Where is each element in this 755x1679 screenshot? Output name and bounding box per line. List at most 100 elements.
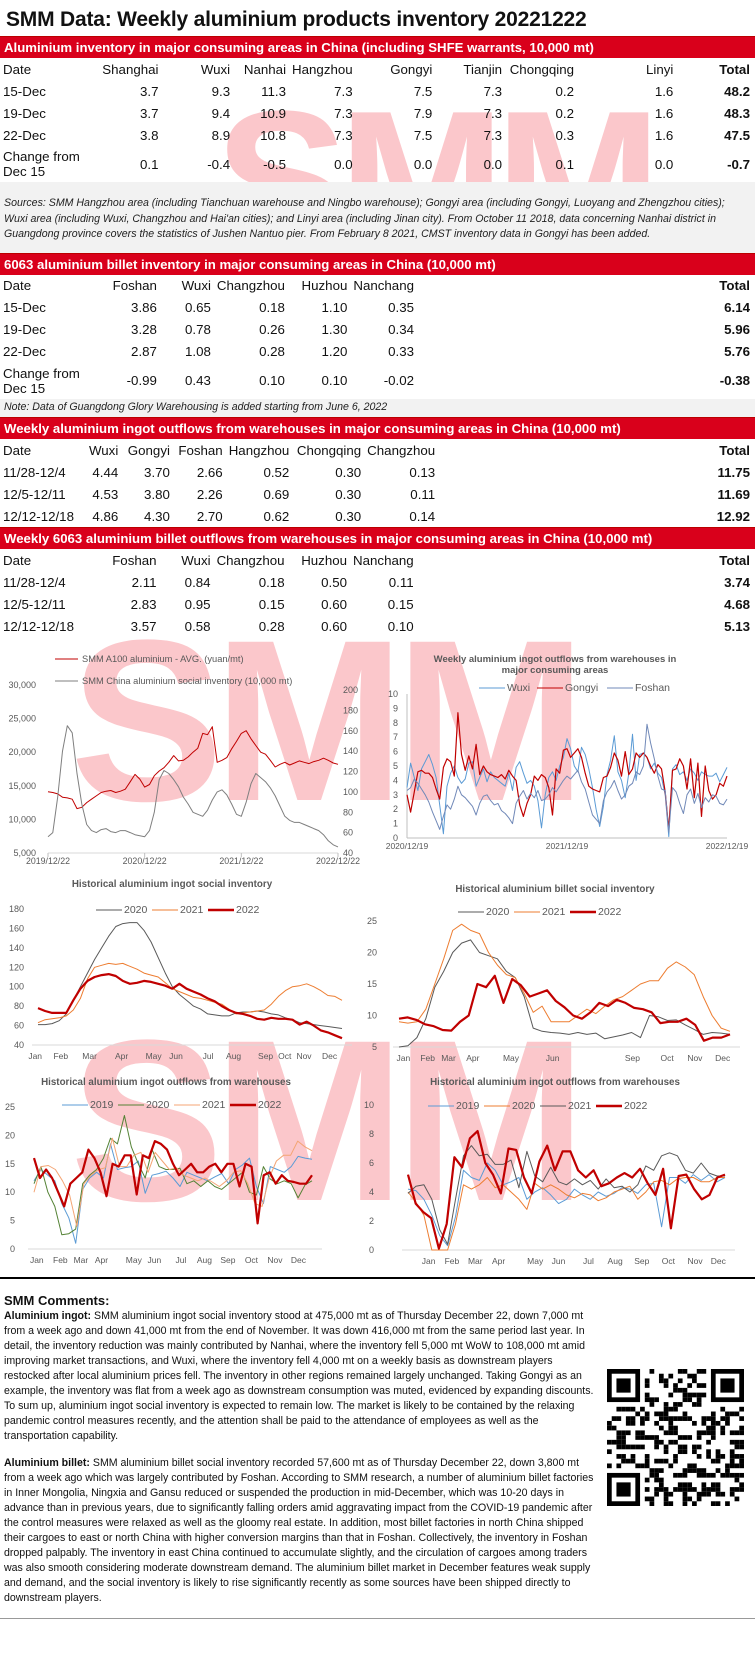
total-cell: 5.76 [724,344,750,359]
qr-module [649,1397,655,1403]
chart-title: Weekly aluminium ingot outflows from war… [434,654,677,665]
chart-hist-ingot-outflows: Historical aluminium ingot outflows from… [5,1077,322,1265]
x-tick-label: Jan [422,1256,436,1266]
total-cell: 48.2 [724,83,750,99]
bottom-divider [0,1618,755,1619]
legend-label: 2020 [486,906,510,918]
qr-module [677,1444,683,1450]
x-tick-label: Jun [169,1051,183,1061]
value-cell: 0.26 [259,322,285,337]
qr-module [701,1392,707,1398]
qr-module [630,1444,636,1450]
value-cell: 3.57 [130,618,157,634]
legend-label: 2020 [146,1099,170,1111]
qr-module [729,1491,735,1497]
qr-module [673,1430,678,1436]
qr-module [682,1397,688,1403]
qr-module [644,1411,650,1417]
x-tick-label: Dec [322,1051,338,1061]
row-label: Date [3,278,32,293]
y-tick-label: 20,000 [8,747,36,757]
comment-ingot: Aluminium ingot: SMM aluminium ingot soc… [4,1309,594,1444]
value-cell: Nanchang [353,278,414,293]
qr-module [725,1463,730,1469]
qr-module [654,1491,659,1497]
qr-finder-core [616,1482,631,1497]
qr-module [682,1501,688,1506]
table1: Date Shanghai Wuxi Nanhai Hangzhou Gongyi Tian… [0,58,753,182]
qr-module [616,1439,622,1445]
qr-module [625,1416,631,1421]
qr-module [621,1439,626,1445]
x-tick-label: Nov [296,1051,312,1061]
y-tick-label: 0 [10,1244,15,1254]
table3-banner: Weekly aluminium ingot outflows from war… [0,417,755,439]
qr-module [701,1369,707,1374]
table-row: 12/12-12/18 4.86 4.30 2.70 0.62 0.30 0.14 12.92 [0,505,753,527]
value-cell: 0.2 [555,83,575,99]
series-line-2021 [33,1137,313,1227]
y-tick-label: 40 [14,1040,24,1050]
x-tick-label: Jan [30,1255,44,1265]
qr-module [630,1454,636,1459]
qr-module [654,1444,659,1450]
qr-module [658,1425,664,1431]
qr-module [725,1472,730,1478]
qr-module [654,1411,659,1417]
qr-module [687,1463,693,1469]
value-cell: 9.4 [211,105,231,121]
qr-module [673,1406,678,1412]
table4-banner: Weekly 6063 aluminium billet outflows fr… [0,527,755,549]
qr-module [696,1383,702,1388]
qr-module [663,1378,669,1384]
y-tick-label: 4 [369,1187,374,1197]
qr-module [692,1420,697,1426]
qr-module [720,1425,726,1431]
legend-label: 2019 [90,1099,114,1111]
qr-module [715,1482,721,1488]
qr-module [682,1411,688,1417]
chart-title: Historical aluminium ingot outflows from… [41,1077,291,1088]
y-tick-label: 6 [393,747,398,757]
qr-module [696,1402,702,1407]
qr-module [658,1378,664,1384]
y-tick-label: 80 [343,807,353,817]
qr-module [687,1383,693,1388]
value-cell: 7.5 [413,127,433,143]
qr-module [710,1458,716,1464]
x-tick-label: 2021/12/19 [546,841,589,851]
qr-module [677,1369,683,1374]
x-tick-label: Sep [634,1256,649,1266]
value-cell: Changzhou [216,552,285,568]
qr-module [729,1449,735,1455]
value-cell: 0.50 [321,574,348,590]
qr-module [663,1491,669,1497]
x-tick-label: Jul [203,1051,214,1061]
series-line-2021 [37,962,343,1024]
value-cell: 3.86 [131,300,157,315]
row-label: 15-Dec [3,83,46,99]
series-line-2022 [37,972,343,1040]
qr-module [696,1397,702,1403]
qr-module [739,1439,744,1445]
series-line-wuxi [406,733,728,838]
total-cell: 5.13 [724,618,750,634]
value-cell: 0.84 [184,574,211,590]
qr-module [696,1472,702,1478]
value-cell: 0.52 [263,464,290,480]
qr-module [673,1416,678,1421]
total-cell: 12.92 [716,508,750,524]
qr-module [611,1425,617,1431]
qr-module [625,1458,631,1464]
qr-module [725,1416,730,1421]
qr-module [663,1449,669,1455]
qr-module [635,1444,641,1450]
total-cell: 5.96 [724,322,750,337]
series-line-2021 [398,923,731,1032]
value-cell: 1.10 [321,300,348,315]
qr-module [729,1472,735,1478]
legend-label: Wuxi [507,682,530,694]
value-cell: 1.6 [654,83,674,99]
value-cell: 2.83 [130,596,157,612]
row-label: 19-Dec [3,322,46,337]
